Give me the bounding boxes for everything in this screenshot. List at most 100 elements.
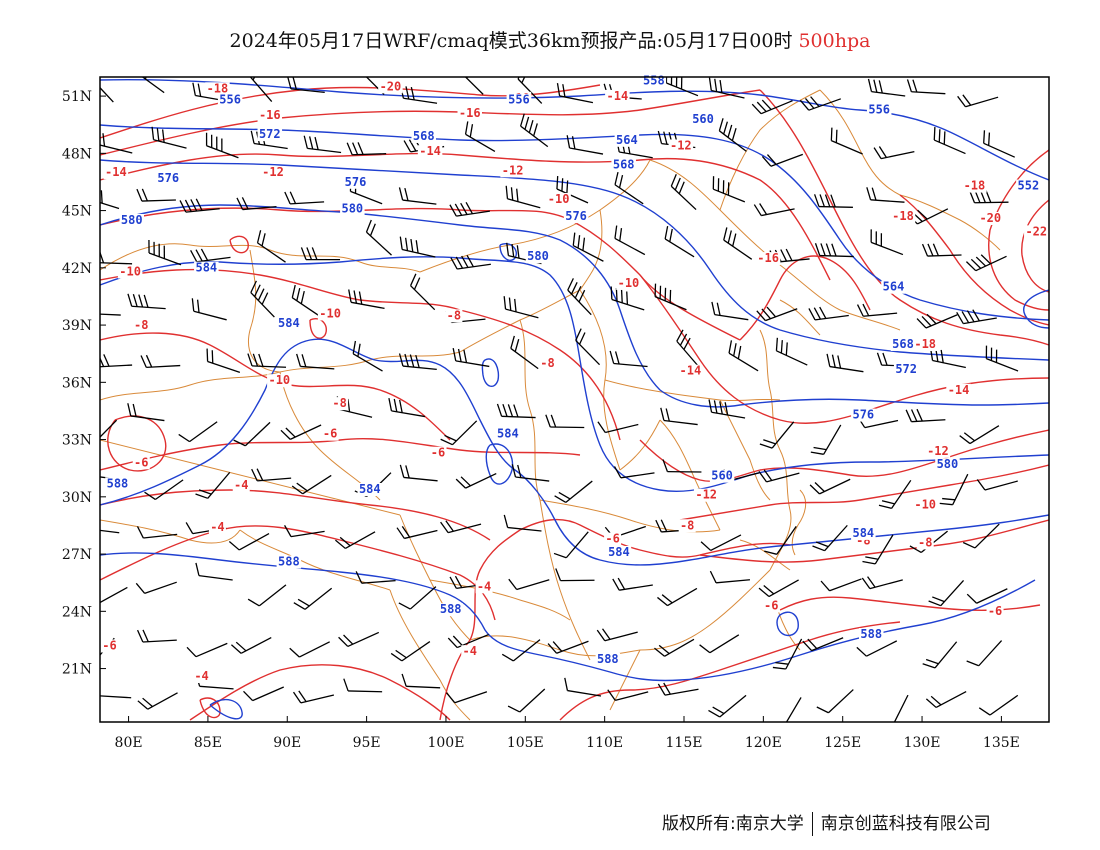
- temperature-contour-label: -6: [431, 446, 445, 460]
- geopotential-contour-label: 580: [121, 213, 143, 227]
- temperature-contour-label: -14: [948, 383, 970, 397]
- geopotential-contour-label-bg: [343, 175, 368, 189]
- x-tick-label: 90E: [273, 735, 301, 751]
- wind-barb: [965, 254, 1007, 272]
- temperature-contour-label-bg: [132, 456, 150, 470]
- wind-barb: [388, 398, 426, 418]
- y-axis: 21N 24N 27N 30N 33N 36N 39N 42N 45N 48N 51N: [62, 89, 106, 678]
- geopotential-contour-label: 588: [440, 602, 462, 616]
- temperature-contour-label: -10: [548, 192, 570, 206]
- wind-barb: [728, 340, 759, 372]
- temperature-contour-label-bg: [475, 580, 493, 594]
- wind-barb: [449, 202, 490, 217]
- wind-barb: [978, 694, 1019, 716]
- wind-barb: [289, 641, 330, 658]
- temperature-contour-label: -16: [459, 106, 481, 120]
- temperature-contour-label: -18: [914, 337, 936, 351]
- wind-barb: [352, 340, 383, 372]
- wind-barb: [564, 677, 602, 697]
- wind-barb: [893, 694, 909, 722]
- wind-barb: [520, 113, 549, 148]
- wind-barb: [455, 472, 497, 489]
- temperature-contour-label: -6: [605, 532, 619, 546]
- geopotential-contour-label-bg: [155, 171, 181, 185]
- x-tick-label: 85E: [194, 735, 222, 751]
- wind-barb: [249, 77, 273, 102]
- x-tick-label: 105E: [507, 735, 544, 751]
- geopotential-contour-label-bg: [495, 427, 521, 441]
- temperature-contour-label: -8: [134, 318, 148, 332]
- wind-barb: [610, 286, 645, 311]
- wind-barb: [398, 586, 437, 610]
- wind-barb: [144, 479, 184, 501]
- wind-barb: [939, 473, 969, 506]
- geopotential-contour-label-bg: [595, 652, 621, 666]
- geopotential-contour-label: 572: [259, 127, 281, 141]
- wind-barb: [572, 232, 604, 262]
- temperature-contour-label: -10: [319, 306, 341, 320]
- boundary-lines: [100, 89, 1001, 721]
- geopotential-contour-label: 584: [278, 316, 300, 330]
- x-tick-label: 115E: [666, 735, 703, 751]
- geopotential-contour-label: 560: [711, 469, 733, 483]
- wind-barb: [867, 78, 906, 97]
- wind-barb: [597, 421, 639, 434]
- temperature-contour-label-bg: [117, 265, 143, 279]
- temperature-contour-label: -12: [695, 488, 717, 502]
- wind-barb: [178, 421, 218, 443]
- wind-barb: [293, 587, 333, 610]
- wind-barb: [812, 524, 848, 552]
- wind-barb: [303, 135, 342, 154]
- temperature-contour-label-bg: [232, 479, 250, 493]
- y-tick-label: 30N: [62, 490, 92, 506]
- geopotential-contour-label: 576: [345, 175, 367, 189]
- wind-barb: [100, 695, 132, 699]
- wind-barb: [545, 414, 585, 429]
- wind-barb: [291, 284, 321, 318]
- wind-barb: [365, 219, 392, 256]
- wind-barb: [809, 478, 851, 495]
- wind-barb: [100, 586, 128, 604]
- x-tick-label: 80E: [115, 735, 143, 751]
- temperature-contour-label-bg: [321, 427, 339, 441]
- geopotential-contour-label-bg: [411, 129, 436, 143]
- temperature-contour-label-bg: [962, 179, 987, 193]
- wind-barb: [555, 568, 595, 582]
- temperature-contour-label-bg: [978, 212, 1003, 226]
- temperature-contour-label-bg: [317, 307, 343, 321]
- temperature-contour-label: -18: [964, 179, 986, 193]
- geopotential-contour-label: 568: [892, 337, 914, 351]
- wind-barb: [136, 526, 178, 539]
- temperature-contour-label: -8: [680, 518, 694, 532]
- temperature-contour-label-bg: [762, 599, 780, 613]
- temperature-contour-label-bg: [946, 383, 971, 397]
- temperature-contour-label: -4: [194, 669, 208, 683]
- y-tick-label: 33N: [62, 433, 92, 449]
- geopotential-contour-label-bg: [890, 337, 916, 351]
- wind-barb: [141, 77, 165, 94]
- wind-barb: [195, 562, 233, 581]
- wind-barb: [100, 419, 118, 438]
- wind-barb: [445, 691, 488, 704]
- wind-barb: [966, 588, 1008, 604]
- wind-barb: [503, 296, 539, 319]
- wind-barb: [866, 187, 905, 203]
- temperature-contour-label: -8: [332, 396, 346, 410]
- geopotential-contour-label-bg: [851, 526, 876, 540]
- temperature-contour-label-bg: [445, 309, 463, 323]
- wind-barb: [567, 278, 592, 316]
- wind-barb: [127, 293, 166, 310]
- geopotential-contour-label: 568: [413, 129, 435, 143]
- geopotential-contour-label: 568: [613, 158, 635, 172]
- wind-barb: [753, 203, 795, 217]
- temperature-contour-label-bg: [693, 488, 719, 502]
- geopotential-contour-label-bg: [217, 93, 243, 107]
- temperature-contour-label: -6: [764, 598, 778, 612]
- temperature-contour-label-bg: [755, 252, 781, 266]
- geopotential-contour-label: 576: [852, 408, 874, 422]
- geopotential-contour-label-bg: [851, 408, 876, 422]
- wind-barb: [654, 638, 695, 657]
- wind-barb: [100, 133, 133, 154]
- geopotential-contour-label-bg: [893, 362, 919, 376]
- geopotential-contour-label: 560: [692, 112, 714, 126]
